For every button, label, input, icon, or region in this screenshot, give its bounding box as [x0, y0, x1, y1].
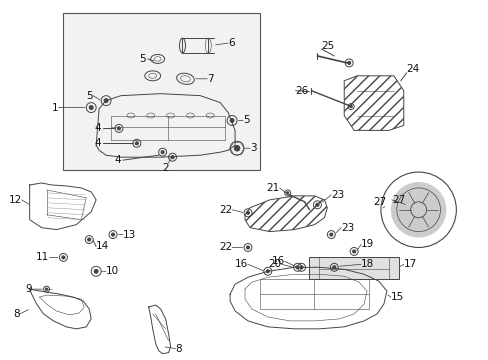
- Circle shape: [45, 288, 48, 291]
- Circle shape: [87, 238, 91, 241]
- Text: 3: 3: [249, 143, 256, 153]
- Circle shape: [315, 203, 318, 206]
- Circle shape: [286, 192, 288, 194]
- Text: 23: 23: [331, 190, 344, 200]
- Text: 11: 11: [36, 252, 49, 262]
- Text: 4: 4: [94, 138, 101, 148]
- Circle shape: [111, 233, 114, 236]
- Text: 22: 22: [219, 205, 232, 215]
- Circle shape: [104, 99, 108, 103]
- Bar: [309, 257, 398, 279]
- Text: 16: 16: [234, 259, 247, 269]
- Circle shape: [94, 269, 98, 273]
- Text: 8: 8: [175, 344, 182, 354]
- Text: 18: 18: [360, 259, 374, 269]
- Text: 20: 20: [268, 259, 281, 269]
- Text: 16: 16: [271, 256, 284, 266]
- Circle shape: [246, 211, 249, 214]
- Text: 25: 25: [321, 41, 334, 51]
- Circle shape: [246, 246, 249, 249]
- Text: 27: 27: [373, 197, 386, 207]
- Text: 10: 10: [106, 266, 119, 276]
- Circle shape: [230, 118, 234, 122]
- Circle shape: [234, 145, 239, 151]
- Circle shape: [329, 233, 332, 236]
- Circle shape: [265, 270, 269, 273]
- Text: 4: 4: [94, 123, 101, 134]
- Circle shape: [347, 61, 350, 64]
- Circle shape: [117, 127, 121, 130]
- Text: 7: 7: [207, 74, 213, 84]
- Text: 24: 24: [406, 64, 419, 74]
- Bar: [63, 13, 259, 170]
- Circle shape: [89, 105, 93, 109]
- Circle shape: [299, 266, 303, 269]
- Text: 13: 13: [122, 230, 136, 239]
- Text: 8: 8: [13, 309, 20, 319]
- Text: 9: 9: [25, 284, 32, 294]
- Text: 12: 12: [8, 195, 21, 205]
- Text: 5: 5: [86, 91, 93, 101]
- Circle shape: [390, 182, 446, 238]
- Text: 4: 4: [114, 155, 121, 165]
- Text: 5: 5: [243, 116, 249, 126]
- Circle shape: [352, 250, 355, 253]
- Text: 22: 22: [219, 243, 232, 252]
- Circle shape: [171, 156, 174, 159]
- Text: 27: 27: [391, 195, 404, 205]
- Text: 14: 14: [96, 242, 109, 252]
- Circle shape: [161, 150, 164, 154]
- Text: 17: 17: [403, 259, 416, 269]
- Text: 26: 26: [295, 86, 308, 96]
- Text: 2: 2: [162, 163, 168, 173]
- Circle shape: [61, 256, 65, 259]
- Text: 19: 19: [360, 239, 374, 249]
- Circle shape: [135, 142, 138, 145]
- Text: 1: 1: [52, 103, 59, 113]
- Circle shape: [349, 105, 352, 108]
- Text: 6: 6: [228, 38, 234, 48]
- Text: 5: 5: [139, 54, 145, 64]
- Text: 15: 15: [390, 292, 403, 302]
- Circle shape: [295, 266, 299, 269]
- Text: 23: 23: [341, 222, 354, 233]
- Circle shape: [332, 266, 335, 269]
- Text: 21: 21: [266, 183, 279, 193]
